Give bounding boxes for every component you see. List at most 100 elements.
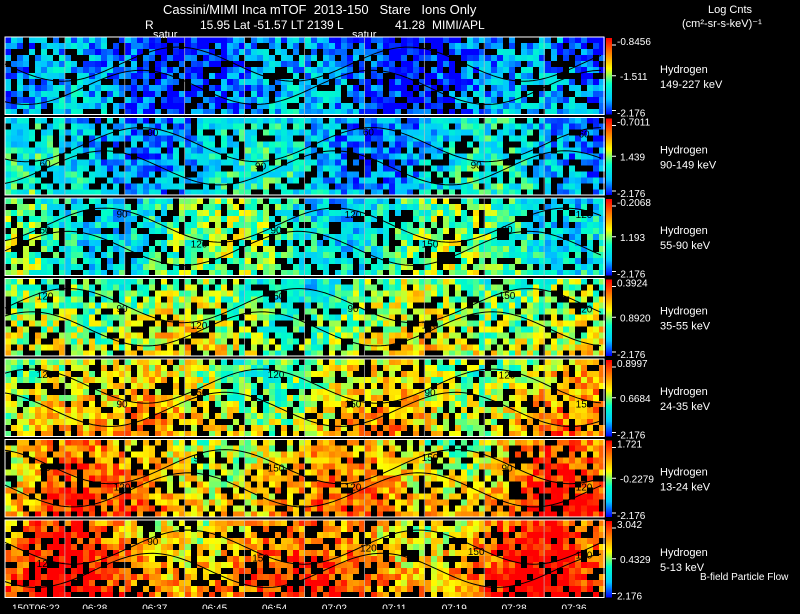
heatmap-cell xyxy=(353,291,359,297)
heatmap-cell xyxy=(143,297,149,303)
heatmap-cell xyxy=(113,198,119,204)
heatmap-cell xyxy=(113,285,119,291)
heatmap-cell xyxy=(221,85,227,91)
heatmap-cell xyxy=(335,118,341,124)
heatmap-cell xyxy=(383,389,389,395)
heatmap-cell xyxy=(203,55,209,61)
heatmap-cell xyxy=(77,291,83,297)
heatmap-cell xyxy=(563,365,569,371)
heatmap-cell xyxy=(485,142,491,148)
heatmap-cell xyxy=(305,61,311,67)
heatmap-cell xyxy=(455,345,461,351)
heatmap-panel: 609090609060-0.70111.439-2.176Hydrogen90… xyxy=(5,118,717,201)
heatmap-cell xyxy=(389,309,395,315)
heatmap-cell xyxy=(383,55,389,61)
heatmap-cell xyxy=(29,178,35,184)
heatmap-cell xyxy=(107,371,113,377)
heatmap-cell xyxy=(461,43,467,49)
heatmap-cell xyxy=(449,37,455,43)
heatmap-cell xyxy=(347,327,353,333)
heatmap-cell xyxy=(491,61,497,67)
heatmap-cell xyxy=(107,234,113,240)
heatmap-cell xyxy=(257,315,263,321)
heatmap-cell xyxy=(173,43,179,49)
heatmap-cell xyxy=(317,264,323,270)
heatmap-cell xyxy=(35,91,41,97)
heatmap-cell xyxy=(341,228,347,234)
heatmap-cell xyxy=(113,184,119,190)
heatmap-cell xyxy=(101,365,107,371)
heatmap-cell xyxy=(527,389,533,395)
heatmap-cell xyxy=(29,371,35,377)
heatmap-cell xyxy=(269,413,275,419)
heatmap-cell xyxy=(305,401,311,407)
heatmap-cell xyxy=(185,204,191,210)
heatmap-cell xyxy=(467,345,473,351)
heatmap-cell xyxy=(167,184,173,190)
heatmap-cell xyxy=(467,258,473,264)
heatmap-cell xyxy=(191,73,197,79)
heatmap-cell xyxy=(533,413,539,419)
heatmap-cell xyxy=(413,73,419,79)
heatmap-cell xyxy=(497,85,503,91)
heatmap-cell xyxy=(497,327,503,333)
heatmap-cell xyxy=(383,321,389,327)
heatmap-cell xyxy=(593,258,599,264)
heatmap-cell xyxy=(461,297,467,303)
heatmap-cell xyxy=(221,160,227,166)
heatmap-cell xyxy=(497,246,503,252)
heatmap-cell xyxy=(155,148,161,154)
heatmap-cell xyxy=(107,419,113,425)
heatmap-cell xyxy=(233,216,239,222)
heatmap-cell xyxy=(41,407,47,413)
heatmap-cell xyxy=(215,73,221,79)
heatmap-cell xyxy=(431,371,437,377)
heatmap-cell xyxy=(131,383,137,389)
heatmap-cell xyxy=(425,97,431,103)
heatmap-cell xyxy=(17,327,23,333)
heatmap-cell xyxy=(467,49,473,55)
heatmap-cell xyxy=(239,240,245,246)
heatmap-cell xyxy=(53,103,59,109)
heatmap-cell xyxy=(221,413,227,419)
heatmap-cell xyxy=(413,407,419,413)
heatmap-cell xyxy=(353,240,359,246)
heatmap-cell xyxy=(47,258,53,264)
heatmap-cell xyxy=(455,49,461,55)
heatmap-cell xyxy=(125,345,131,351)
heatmap-cell xyxy=(251,345,257,351)
heatmap-cell xyxy=(257,198,263,204)
heatmap-cell xyxy=(485,79,491,85)
heatmap-cell xyxy=(47,419,53,425)
heatmap-cell xyxy=(575,279,581,285)
heatmap-cell xyxy=(515,61,521,67)
heatmap-cell xyxy=(53,91,59,97)
heatmap-cell xyxy=(551,297,557,303)
heatmap-cell xyxy=(473,285,479,291)
heatmap-cell xyxy=(83,166,89,172)
heatmap-cell xyxy=(497,285,503,291)
heatmap-cell xyxy=(593,303,599,309)
heatmap-cell xyxy=(575,413,581,419)
heatmap-cell xyxy=(305,407,311,413)
heatmap-cell xyxy=(59,55,65,61)
heatmap-cell xyxy=(161,303,167,309)
heatmap-cell xyxy=(557,264,563,270)
heatmap-cell xyxy=(209,142,215,148)
colorbar xyxy=(606,38,612,115)
heatmap-cell xyxy=(431,198,437,204)
heatmap-cell xyxy=(587,327,593,333)
heatmap-cell xyxy=(329,246,335,252)
heatmap-cell xyxy=(65,160,71,166)
heatmap-cell xyxy=(89,124,95,130)
heatmap-cell xyxy=(473,91,479,97)
heatmap-cell xyxy=(485,383,491,389)
heatmap-cell xyxy=(41,389,47,395)
heatmap-cell xyxy=(377,103,383,109)
heatmap-cell xyxy=(395,246,401,252)
heatmap-cell xyxy=(569,124,575,130)
heatmap-cell xyxy=(437,37,443,43)
heatmap-cell xyxy=(233,234,239,240)
heatmap-cell xyxy=(245,315,251,321)
heatmap-cell xyxy=(443,85,449,91)
